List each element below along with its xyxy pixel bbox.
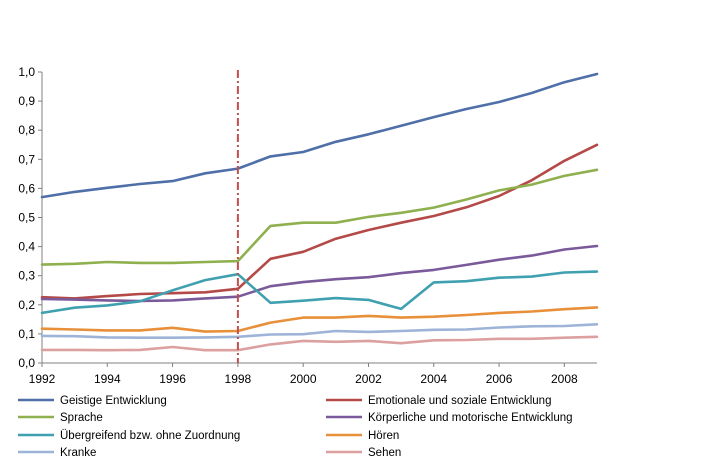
legend-label: Sprache [60,412,103,424]
legend-item: Hören [326,430,399,442]
y-tick-label: 0,5 [18,211,35,225]
legend-label: Übergreifend bzw. ohne Zuordnung [60,430,240,442]
legend-label: Kranke [60,447,96,459]
y-tick-label: 0,1 [18,327,35,341]
legend-label: Geistige Entwicklung [60,395,167,407]
y-tick-label: 1,0 [18,65,35,79]
y-tick-label: 0,2 [18,298,35,312]
x-tick-label: 2000 [290,372,317,386]
y-tick-label: 0,0 [18,356,35,370]
y-tick-label: 0,8 [18,123,35,137]
legend-label: Körperliche und motorische Entwicklung [368,412,573,424]
series-line-2 [40,143,599,300]
y-tick-label: 0,6 [18,181,35,195]
x-tick-label: 1996 [159,372,186,386]
legend-item: Kranke [18,447,96,459]
y-tick-label: 0,7 [18,152,35,166]
series-line-6 [40,306,599,333]
axes: 0,0 0,1 0,2 0,3 0,4 0,5 0,6 0,7 0,8 0,9 1,0 1992 199… [18,65,597,386]
legend-item: Übergreifend bzw. ohne Zuordnung [18,430,240,442]
legend-item: Sehen [326,447,401,459]
y-tick-label: 0,3 [18,269,35,283]
legend-item: Emotionale und soziale Entwicklung [326,395,551,407]
series-layer [40,72,599,352]
x-tick-label: 2002 [355,372,382,386]
x-tick-label: 2006 [486,372,513,386]
legend-label: Sehen [368,447,401,459]
x-tick-label: 2008 [551,372,578,386]
series-line-8 [40,335,599,352]
series-line-7 [40,322,599,340]
y-tick-label: 0,4 [18,240,35,254]
x-tick-label: 1998 [225,372,252,386]
series-line-3 [40,168,599,266]
y-tick-label: 0,9 [18,94,35,108]
legend-item: Körperliche und motorische Entwicklung [326,412,573,424]
x-tick-label: 2004 [420,372,447,386]
legend-item: Geistige Entwicklung [18,395,167,407]
legend-label: Hören [368,430,399,442]
legend-label: Emotionale und soziale Entwicklung [368,395,551,407]
x-tick-label: 1992 [29,372,56,386]
series-line-1 [40,72,599,199]
series-line-5 [40,270,599,315]
legend-item: Sprache [18,412,103,424]
x-tick-label: 1994 [94,372,121,386]
series-line-4 [40,244,599,303]
legend: Geistige Entwicklung Emotionale und sozia… [18,395,573,459]
